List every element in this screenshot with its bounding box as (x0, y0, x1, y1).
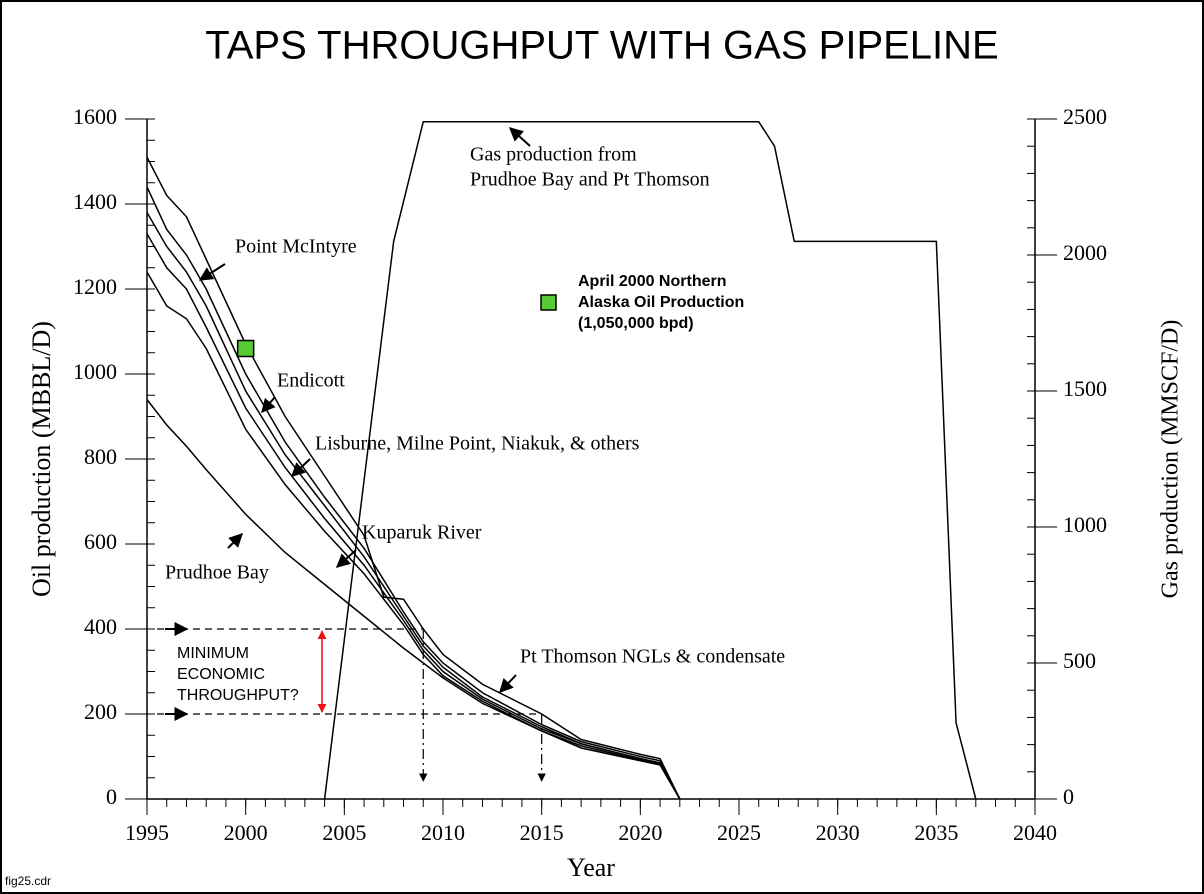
annotation: Lisburne, Milne Point, Niakuk, & others (315, 433, 640, 455)
x-tick-label: 2020 (618, 820, 662, 845)
annotation: Kuparuk River (362, 522, 482, 544)
y-tick-label: 800 (84, 444, 117, 469)
series-line (323, 120, 977, 800)
annotation: Point McIntyre (235, 236, 357, 258)
annotation: Prudhoe Bay and Pt Thomson (470, 169, 710, 191)
annotation: (1,050,000 bpd) (578, 315, 694, 332)
annotation: MINIMUM (177, 645, 249, 662)
x-tick-label: 2040 (1013, 820, 1057, 845)
x-tick-label: 2030 (816, 820, 860, 845)
x-tick-label: 2010 (421, 820, 465, 845)
annotation: Gas production from (470, 144, 637, 166)
annotation: THROUGHPUT? (177, 687, 299, 704)
series-line (146, 156, 681, 800)
y2-tick-label: 1000 (1063, 512, 1107, 537)
x-tick-label: 2025 (717, 820, 761, 845)
annotation-marker (540, 294, 557, 311)
series-line (146, 399, 681, 800)
series-line (146, 233, 681, 800)
x-tick-label: 2035 (914, 820, 958, 845)
annotation-arrow (335, 549, 357, 568)
annotation-arrow (508, 127, 531, 147)
x-tick-label: 2000 (224, 820, 268, 845)
x-tick-label: 1995 (125, 820, 169, 845)
annotation: Pt Thomson NGLs & condensate (520, 646, 785, 668)
y2-tick-label: 500 (1063, 648, 1096, 673)
y-tick-label: 1600 (73, 104, 117, 129)
y-tick-label: 600 (84, 529, 117, 554)
y2-tick-label: 2500 (1063, 104, 1107, 129)
y-tick-label: 400 (84, 614, 117, 639)
annotation-arrow (499, 674, 517, 694)
annotation: Alaska Oil Production (578, 294, 744, 311)
y-tick-label: 1000 (73, 359, 117, 384)
y-tick-label: 200 (84, 699, 117, 724)
footer: fig25.cdr (5, 874, 51, 888)
annotation: April 2000 Northern (578, 273, 726, 290)
series-line (146, 271, 681, 800)
data-point (236, 339, 255, 358)
annotation: ECONOMIC (177, 666, 265, 683)
y2-tick-label: 2000 (1063, 240, 1107, 265)
x-axis-label: Year (567, 853, 615, 882)
annotation-arrow (227, 533, 243, 549)
annotation: Endicott (277, 370, 345, 392)
annotation-arrow (261, 396, 276, 414)
y-axis-label: Oil production (MBBL/D) (27, 321, 56, 597)
y2-tick-label: 0 (1063, 784, 1074, 809)
y-tick-label: 1400 (73, 189, 117, 214)
x-tick-label: 2015 (520, 820, 564, 845)
chart-title: TAPS THROUGHPUT WITH GAS PIPELINE (205, 24, 998, 68)
y-tick-label: 0 (106, 784, 117, 809)
annotation: Prudhoe Bay (165, 562, 269, 584)
y2-tick-label: 1500 (1063, 376, 1107, 401)
annotation-arrow (198, 263, 226, 281)
y2-axis-label: Gas production (MMSCF/D) (1158, 320, 1184, 599)
x-tick-label: 2005 (322, 820, 366, 845)
y-tick-label: 1200 (73, 274, 117, 299)
annotation-arrow (290, 458, 311, 477)
